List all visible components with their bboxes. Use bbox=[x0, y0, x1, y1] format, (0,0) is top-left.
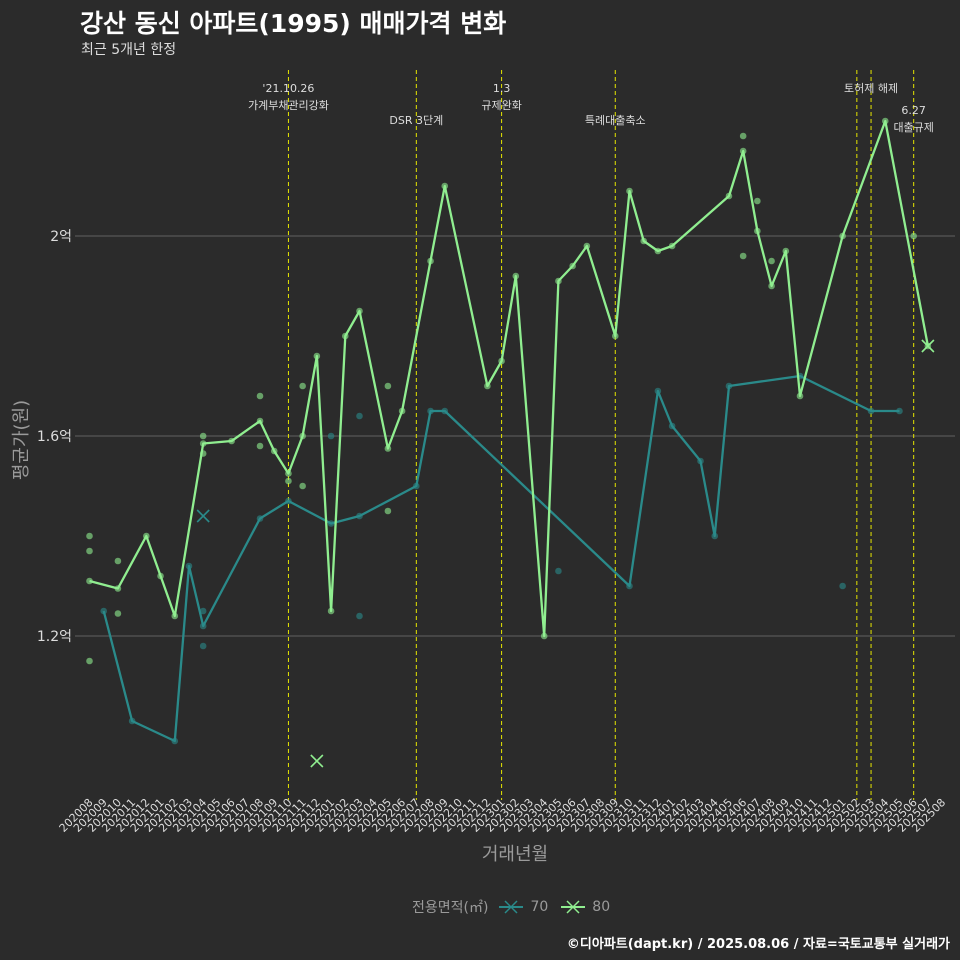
series-line-70 bbox=[102, 374, 900, 743]
event-label: 1.3 bbox=[493, 82, 511, 95]
scatter-point-80 bbox=[86, 547, 93, 555]
event-label: 특례대출축소 bbox=[585, 114, 646, 127]
marker-stroke bbox=[310, 754, 324, 768]
x-axis-label: 거래년월 bbox=[482, 844, 548, 865]
series-lines bbox=[89, 119, 930, 743]
event-label: '21.10.26 bbox=[262, 82, 314, 95]
scatter-point-80 bbox=[114, 610, 122, 617]
chart-title: 강산 동신 아파트(1995) 매매가격 변화 bbox=[80, 9, 507, 38]
scatter-point-80 bbox=[86, 657, 93, 665]
event-label: 토허제 해제 bbox=[844, 81, 898, 95]
scatter-point-80 bbox=[739, 252, 747, 260]
scatter-point-70 bbox=[356, 412, 363, 420]
scatter-point-80 bbox=[768, 257, 775, 265]
scatter-point-80 bbox=[910, 232, 917, 240]
scatter-point-70 bbox=[839, 582, 846, 590]
legend-label-70: 70 bbox=[530, 899, 549, 915]
event-label: 6.27 bbox=[901, 104, 926, 117]
scatter-point-70 bbox=[199, 607, 207, 615]
marker-stroke bbox=[196, 509, 210, 523]
y-axis-label: 평균가(원) bbox=[11, 400, 32, 480]
event-label: 대출규제 bbox=[893, 121, 933, 134]
cancelled-marker-80 bbox=[921, 339, 935, 353]
cancelled-markers bbox=[196, 339, 935, 768]
cancelled-marker-70 bbox=[196, 509, 210, 523]
scatter-point-80 bbox=[299, 482, 306, 490]
legend: 전용면적(㎡) 70 80 bbox=[412, 896, 622, 918]
marker-stroke bbox=[921, 339, 935, 353]
caption: ©디아파트(dapt.kr) / 2025.08.06 / 자료=국토교통부 실… bbox=[566, 937, 950, 952]
series-line-80 bbox=[89, 119, 930, 638]
y-tick-label: 1.2억 bbox=[37, 629, 72, 645]
event-label: DSR 3단계 bbox=[389, 114, 443, 127]
scatter-point-80 bbox=[384, 382, 392, 390]
scatter-point-80 bbox=[299, 382, 306, 390]
scatter-point-80 bbox=[384, 507, 392, 515]
y-tick-label: 1.6억 bbox=[37, 429, 72, 445]
y-tick-label: 2억 bbox=[50, 229, 72, 245]
cancelled-marker-80 bbox=[310, 754, 324, 768]
scatter-point-80 bbox=[86, 532, 93, 540]
event-label: 규제완화 bbox=[481, 99, 521, 112]
grid-lines bbox=[75, 235, 955, 637]
legend-title: 전용면적(㎡) bbox=[412, 900, 489, 916]
scatter-point-80 bbox=[285, 477, 292, 485]
scatter-point-70 bbox=[327, 432, 335, 440]
scatter-point-70 bbox=[555, 567, 562, 575]
scatter-point-80 bbox=[199, 432, 207, 440]
scatter-points bbox=[86, 117, 932, 745]
legend-key-70 bbox=[499, 900, 524, 914]
y-tick-labels: 1.2억 1.6억 2억 bbox=[37, 229, 72, 645]
x-tick-labels: 2020082020092020102020112020122021012021… bbox=[57, 796, 948, 835]
scatter-point-80 bbox=[256, 442, 264, 450]
scatter-point-70 bbox=[199, 642, 207, 650]
legend-key-80 bbox=[561, 900, 586, 914]
scatter-point-80 bbox=[256, 392, 264, 400]
scatter-point-80 bbox=[739, 132, 747, 140]
legend-label-80: 80 bbox=[592, 899, 611, 915]
scatter-point-80 bbox=[754, 197, 761, 205]
scatter-point-80 bbox=[114, 557, 122, 565]
scatter-point-70 bbox=[356, 612, 363, 620]
event-label: 가계부채관리강화 bbox=[248, 99, 329, 112]
chart-subtitle: 최근 5개년 한정 bbox=[81, 42, 177, 58]
